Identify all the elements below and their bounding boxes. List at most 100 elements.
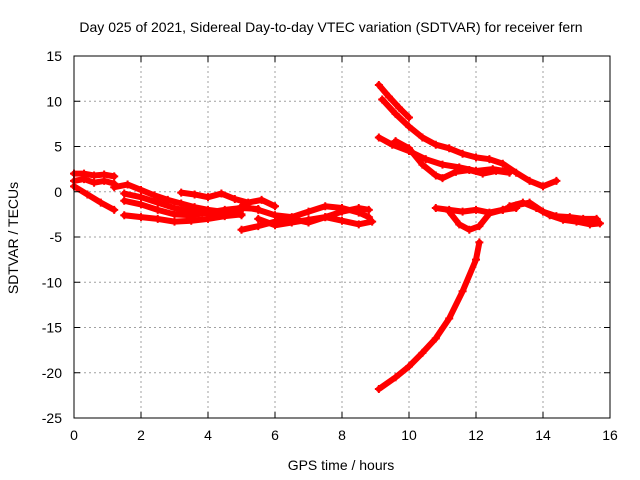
y-tick-label: 5 xyxy=(54,139,62,155)
y-tick-label: 0 xyxy=(54,184,62,200)
data-point xyxy=(465,225,474,234)
data-point xyxy=(338,216,346,225)
data-point xyxy=(354,220,363,229)
data-point xyxy=(100,176,109,185)
x-tick-label: 4 xyxy=(204,427,212,443)
data-series xyxy=(391,137,514,183)
chart-title: Day 025 of 2021, Sidereal Day-to-day VTE… xyxy=(79,19,582,35)
data-point xyxy=(552,176,561,185)
data-point xyxy=(120,196,129,205)
data-point xyxy=(391,109,400,118)
data-point xyxy=(137,200,145,209)
data-point xyxy=(572,217,581,226)
data-point xyxy=(458,287,467,296)
y-tick-label: -25 xyxy=(42,410,62,426)
data-point xyxy=(374,385,383,394)
data-point xyxy=(153,214,162,223)
data-point xyxy=(204,193,212,202)
data-point xyxy=(498,205,507,214)
data-point xyxy=(338,207,346,216)
data-point xyxy=(364,205,373,214)
y-tick-label: 10 xyxy=(46,93,62,109)
data-point xyxy=(204,214,212,223)
x-axis-label: GPS time / hours xyxy=(288,457,395,473)
data-point xyxy=(254,205,263,214)
data-point xyxy=(177,199,186,208)
data-point xyxy=(431,140,440,149)
data-point xyxy=(237,202,246,211)
data-point xyxy=(485,155,494,164)
data-point xyxy=(394,103,403,112)
data-series xyxy=(374,238,484,394)
data-point xyxy=(90,171,99,180)
data-point xyxy=(368,217,377,226)
data-point xyxy=(153,205,162,214)
y-axis-label: SDTVAR / TECUs xyxy=(5,182,21,294)
data-point xyxy=(163,195,172,204)
data-point xyxy=(96,198,105,207)
data-point xyxy=(354,204,363,213)
data-point xyxy=(254,222,263,231)
data-point xyxy=(451,167,460,176)
y-tick-label: -15 xyxy=(42,320,62,336)
data-point xyxy=(187,216,196,225)
data-series xyxy=(378,95,561,191)
data-point xyxy=(80,175,89,184)
data-point xyxy=(472,205,480,214)
data-series xyxy=(70,169,119,181)
data-point xyxy=(391,137,400,146)
data-point xyxy=(120,211,129,220)
data-series xyxy=(254,213,377,230)
data-point xyxy=(539,182,547,191)
data-point xyxy=(257,195,266,204)
data-point xyxy=(137,193,145,202)
data-point xyxy=(110,172,119,181)
x-tick-label: 10 xyxy=(401,427,417,443)
data-point xyxy=(532,204,541,213)
x-tick-label: 14 xyxy=(535,427,551,443)
data-point xyxy=(120,189,129,198)
series-line xyxy=(71,183,118,213)
data-point xyxy=(505,202,514,211)
data-point xyxy=(438,160,447,169)
data-point xyxy=(475,222,484,231)
data-point xyxy=(418,160,427,169)
x-tick-label: 0 xyxy=(70,427,78,443)
y-tick-label: 15 xyxy=(46,48,62,64)
data-point xyxy=(170,217,179,226)
data-point xyxy=(455,220,464,229)
data-point xyxy=(83,190,92,199)
x-tick-labels: 0 2 4 6 8 10 12 14 16 xyxy=(70,427,618,443)
data-point xyxy=(431,171,440,180)
data-series xyxy=(374,80,413,122)
data-point xyxy=(405,113,413,122)
data-point xyxy=(378,95,387,104)
data-series xyxy=(120,210,246,226)
x-tick-label: 2 xyxy=(137,427,145,443)
data-point xyxy=(304,215,313,224)
data-point xyxy=(498,159,507,168)
data-point xyxy=(254,214,263,223)
data-point xyxy=(90,178,99,187)
data-point xyxy=(545,211,554,220)
series-line xyxy=(392,138,513,182)
data-point xyxy=(150,191,159,200)
data-point xyxy=(384,92,393,101)
data-point xyxy=(445,207,454,216)
data-series xyxy=(505,198,604,229)
data-point xyxy=(421,155,430,164)
data-point xyxy=(472,153,480,162)
data-point xyxy=(478,169,487,178)
data-point xyxy=(271,202,279,211)
data-point xyxy=(170,210,179,219)
data-point xyxy=(559,215,568,224)
data-point xyxy=(287,218,296,227)
data-point xyxy=(153,198,162,207)
data-point xyxy=(217,189,226,198)
data-point xyxy=(525,176,534,185)
data-point xyxy=(271,221,279,230)
series-line xyxy=(379,96,560,190)
data-point xyxy=(438,174,447,183)
data-point xyxy=(595,219,604,228)
